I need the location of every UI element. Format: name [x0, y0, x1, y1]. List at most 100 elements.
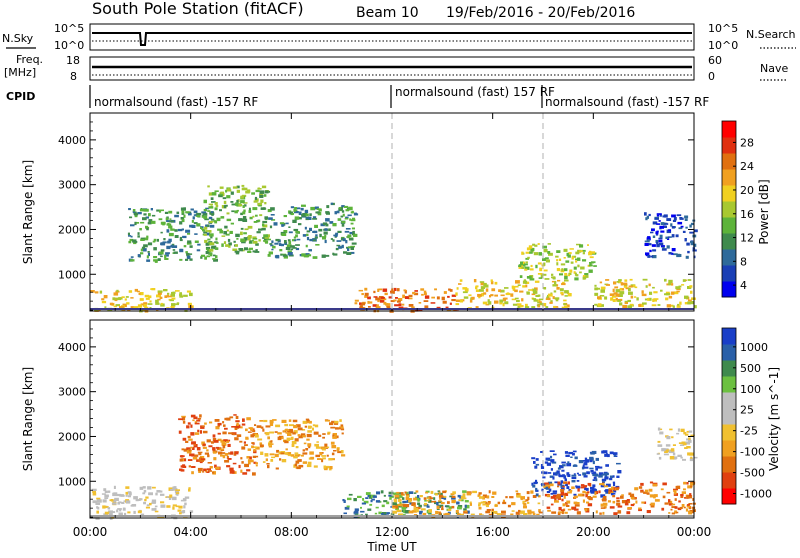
- power-echo-cell: [205, 251, 209, 255]
- power-echo-cell: [336, 240, 342, 242]
- power-echo-cell: [274, 242, 279, 245]
- velocity-echo-cell: [197, 451, 203, 454]
- velocity-echo-cell: [441, 508, 444, 511]
- power-echo-cell: [393, 299, 397, 302]
- velocity-echo-cell: [199, 461, 203, 464]
- velocity-echo-cell: [540, 464, 544, 467]
- velocity-echo-cell: [297, 427, 303, 431]
- power-echo-cell: [270, 244, 274, 247]
- velocity-echo-cell: [388, 494, 393, 497]
- power-echo-cell: [209, 233, 214, 237]
- velocity-echo-cell: [574, 504, 580, 507]
- velocity-echo-cell: [137, 499, 141, 501]
- power-echo-cell: [504, 287, 509, 289]
- velocity-echo-cell: [178, 430, 182, 434]
- power-echo-cell: [555, 299, 559, 302]
- power-echo-cell: [343, 205, 349, 208]
- velocity-echo-cell: [329, 422, 334, 426]
- velocity-echo-cell: [277, 432, 282, 435]
- power-echo-cell: [215, 247, 219, 250]
- power-echo-cell: [179, 295, 184, 298]
- velocity-echo-cell: [181, 415, 186, 418]
- velocity-echo-cell: [405, 491, 409, 496]
- velocity-echo-cell: [401, 506, 407, 510]
- x-tick-label: 12:00: [375, 525, 410, 539]
- power-echo-cell: [673, 291, 679, 295]
- velocity-echo-cell: [428, 496, 432, 500]
- power-echo-cell: [511, 285, 514, 289]
- velocity-echo-cell: [417, 502, 421, 505]
- power-echo-cell: [214, 190, 219, 192]
- velocity-echo-cell: [665, 444, 671, 447]
- power-echo-cell: [151, 214, 156, 217]
- power-echo-cell: [550, 300, 553, 303]
- power-echo-cell: [180, 207, 186, 211]
- velocity-echo-cell: [320, 446, 326, 450]
- velocity-echo-cell: [428, 509, 432, 513]
- velocity-echo-cell: [298, 464, 304, 468]
- velocity-echo-cell: [516, 495, 522, 498]
- power-echo-cell: [512, 287, 515, 291]
- power-echo-cell: [646, 215, 649, 219]
- power-echo-cell: [517, 305, 521, 308]
- power-echo-cell: [179, 248, 183, 251]
- power-echo-cell: [209, 220, 214, 223]
- power-echo-cell: [179, 221, 183, 225]
- power-echo-cell: [494, 300, 499, 304]
- velocity-echo-cell: [224, 460, 230, 463]
- velocity-echo-cell: [293, 464, 296, 468]
- power-echo-cell: [306, 230, 311, 233]
- power-echo-cell: [668, 229, 671, 232]
- velocity-echo-cell: [602, 502, 608, 506]
- power-echo-cell: [187, 302, 192, 306]
- power-echo-cell: [132, 239, 137, 243]
- power-echo-cell: [687, 286, 692, 289]
- velocity-echo-cell: [192, 419, 195, 422]
- power-echo-cell: [646, 237, 651, 241]
- velocity-echo-cell: [295, 446, 299, 449]
- velocity-echo-cell: [550, 503, 554, 506]
- power-echo-cell: [532, 290, 538, 294]
- power-echo-cell: [143, 248, 147, 252]
- power-echo-cell: [164, 255, 167, 259]
- power-echo-cell: [203, 199, 207, 204]
- power-echo-cell: [657, 304, 661, 306]
- velocity-echo-cell: [613, 452, 618, 455]
- power-colorbar-tick-label: 24: [740, 160, 754, 173]
- velocity-echo-cell: [687, 495, 693, 499]
- velocity-echo-cell: [689, 493, 692, 497]
- velocity-echo-cell: [573, 464, 577, 467]
- velocity-echo-cell: [663, 453, 669, 456]
- power-echo-cell: [569, 248, 574, 250]
- velocity-echo-cell: [602, 498, 607, 502]
- velocity-echo-cell: [178, 505, 183, 509]
- velocity-echo-cell: [576, 502, 580, 505]
- power-echo-cell: [140, 303, 144, 306]
- velocity-echo-cell: [188, 448, 191, 452]
- power-echo-cell: [687, 250, 690, 254]
- velocity-echo-cell: [117, 502, 121, 505]
- power-echo-cell: [411, 306, 415, 309]
- power-echo-cell: [413, 292, 419, 296]
- power-echo-cell: [211, 213, 214, 216]
- velocity-echo-cell: [393, 493, 396, 496]
- velocity-echo-cell: [196, 459, 200, 462]
- velocity-echo-cell: [511, 510, 515, 512]
- velocity-echo-cell: [451, 497, 456, 500]
- velocity-echo-cell: [324, 467, 328, 471]
- velocity-echo-cell: [571, 486, 575, 489]
- velocity-echo-cell: [369, 503, 373, 506]
- velocity-echo-cell: [690, 434, 695, 437]
- velocity-echo-cell: [176, 493, 179, 496]
- velocity-echo-cell: [417, 495, 420, 498]
- velocity-echo-cell: [616, 502, 621, 506]
- velocity-echo-cell: [437, 511, 441, 514]
- power-echo-cell: [645, 285, 648, 288]
- freq-right-tick-top: 60: [708, 54, 722, 67]
- velocity-echo-cell: [557, 485, 560, 488]
- power-echo-cell: [170, 244, 173, 248]
- velocity-echo-cell: [198, 452, 202, 456]
- velocity-echo-cell: [576, 511, 581, 515]
- velocity-echo-cell: [653, 496, 656, 499]
